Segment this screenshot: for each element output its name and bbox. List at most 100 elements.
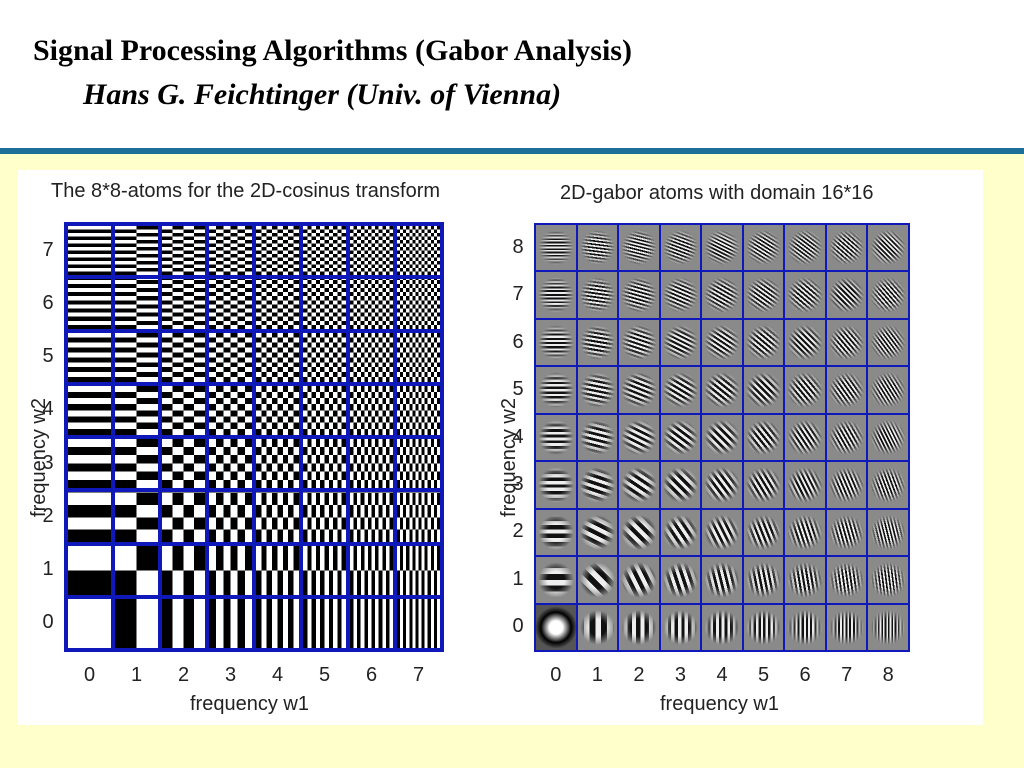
gabor-atom-w1-4-w2-0 [702,604,742,650]
gabor-atom-grid [534,223,910,652]
dct-atom-w1-3-w2-3 [209,439,252,489]
gabor-atom-w1-7-w2-7 [826,272,867,318]
dct-atom-w1-0-w2-5 [68,332,111,382]
gabor-atom-w1-0-w2-8 [536,225,576,271]
gabor-atom-w1-6-w2-3 [785,462,825,508]
left_panel-y-tick: 6 [42,291,54,314]
gabor-atom-w1-6-w2-6 [785,319,825,366]
dct-atom-grid [64,222,444,652]
left_panel-y-tick: 5 [42,345,54,368]
dct-atom-w1-2-w2-3 [162,439,205,489]
right_panel-y-tick: 5 [512,378,524,401]
gabor-atom-w1-1-w2-0 [577,604,618,650]
gabor-atom-w1-8-w2-0 [868,604,908,650]
dct-atom-w1-7-w2-3 [397,439,440,489]
dct-atom-w1-0-w2-1 [68,545,111,595]
gabor-atom-w1-6-w2-8 [785,225,825,271]
gabor-atom-w1-8-w2-4 [868,414,908,461]
gabor-atom-w1-3-w2-4 [660,414,701,461]
dct-atom-w1-1-w2-0 [115,598,158,648]
gabor-atom-w1-3-w2-7 [660,272,701,318]
left_panel-y-tick: 3 [42,451,54,474]
dct-atom-w1-2-w2-4 [162,385,205,435]
dct-atom-w1-1-w2-1 [115,545,158,595]
dct-y-axis-label: frequency w2 [27,398,50,517]
gabor-atom-w1-6-w2-0 [785,604,825,650]
right_panel-x-tick: 6 [799,664,811,686]
dct-atom-w1-6-w2-3 [350,439,393,489]
right_panel-y-tick: 1 [512,567,524,590]
gabor-atom-w1-8-w2-3 [868,462,908,508]
left_panel-x-tick: 1 [130,664,143,686]
dct-atom-w1-4-w2-5 [256,332,299,382]
gabor-atom-w1-1-w2-6 [577,319,618,366]
dct-atom-w1-5-w2-2 [303,492,346,542]
gabor-atom-w1-4-w2-1 [702,557,742,603]
gabor-atom-w1-5-w2-6 [743,319,784,366]
dct-atom-w1-1-w2-6 [115,279,158,329]
figure-panel: The 8*8-atoms for the 2D-cosinus transfo… [18,170,983,725]
gabor-atom-w1-5-w2-8 [743,225,784,271]
dct-atom-w1-7-w2-0 [397,598,440,648]
gabor-panel-title: 2D-gabor atoms with domain 16*16 [560,182,874,204]
dct-atom-w1-3-w2-0 [209,598,252,648]
dct-atom-w1-2-w2-6 [162,279,205,329]
dct-atom-w1-2-w2-1 [162,545,205,595]
right_panel-y-tick: 8 [512,235,524,258]
dct-atom-w1-2-w2-2 [162,492,205,542]
dct-panel-title: The 8*8-atoms for the 2D-cosinus transfo… [51,180,441,202]
header-divider [0,148,1024,154]
gabor-atom-w1-2-w2-3 [619,462,659,508]
gabor-atom-w1-7-w2-6 [826,319,867,366]
gabor-atom-w1-2-w2-5 [619,367,659,413]
gabor-atom-w1-7-w2-1 [826,557,867,603]
left_panel-x-tick: 5 [318,664,331,686]
dct-atom-w1-0-w2-0 [68,598,111,648]
dct-atom-w1-1-w2-4 [115,385,158,435]
gabor-atom-w1-0-w2-2 [536,509,576,556]
gabor-atom-w1-2-w2-6 [619,319,659,366]
dct-atom-w1-4-w2-3 [256,439,299,489]
dct-atom-w1-3-w2-7 [209,226,252,276]
gabor-atom-w1-0-w2-3 [536,462,576,508]
gabor-atom-w1-3-w2-2 [660,509,701,556]
slide-header: Signal Processing Algorithms (Gabor Anal… [0,0,1024,150]
gabor-atom-w1-2-w2-4 [619,414,659,461]
dct-atom-w1-6-w2-5 [350,332,393,382]
gabor-atom-w1-4-w2-4 [702,414,742,461]
gabor-atom-w1-6-w2-5 [785,367,825,413]
dct-atom-w1-0-w2-6 [68,279,111,329]
gabor-atom-w1-0-w2-4 [536,414,576,461]
gabor-atom-w1-7-w2-4 [826,414,867,461]
right_panel-y-tick: 0 [512,615,524,638]
gabor-atom-w1-3-w2-3 [660,462,701,508]
dct-atom-w1-7-w2-2 [397,492,440,542]
dct-atom-w1-6-w2-6 [350,279,393,329]
dct-atom-w1-3-w2-1 [209,545,252,595]
dct-atom-w1-7-w2-1 [397,545,440,595]
gabor-atom-w1-6-w2-1 [785,557,825,603]
left_panel-y-tick: 4 [42,398,54,421]
gabor-atom-w1-6-w2-2 [785,509,825,556]
dct-atom-w1-6-w2-4 [350,385,393,435]
dct-atom-w1-3-w2-6 [209,279,252,329]
gabor-atom-w1-1-w2-1 [577,557,618,603]
right_panel-x-tick: 4 [716,664,728,686]
dct-atom-w1-5-w2-5 [303,332,346,382]
right_panel-x-tick: 2 [633,664,645,686]
gabor-atom-w1-8-w2-6 [868,319,908,366]
left_panel-y-tick: 7 [42,238,54,261]
dct-atom-w1-4-w2-0 [256,598,299,648]
gabor-x-axis-label: frequency w1 [660,693,779,715]
right_panel-x-tick: 5 [757,664,770,686]
left_panel-x-tick: 4 [271,664,284,686]
gabor-atom-w1-2-w2-7 [619,272,659,318]
gabor-atom-w1-6-w2-7 [785,272,825,318]
dct-atom-w1-5-w2-7 [303,226,346,276]
gabor-atom-w1-5-w2-5 [743,367,784,413]
right_panel-x-tick: 0 [550,664,562,686]
dct-atom-w1-5-w2-4 [303,385,346,435]
gabor-atom-w1-5-w2-3 [743,462,784,508]
right_panel-x-tick: 7 [841,664,853,686]
gabor-atom-w1-4-w2-7 [702,272,742,318]
